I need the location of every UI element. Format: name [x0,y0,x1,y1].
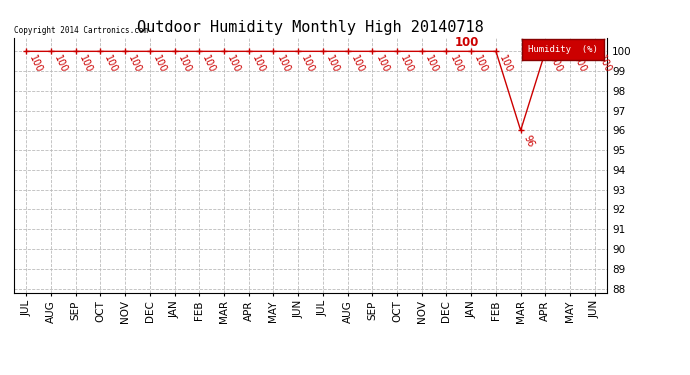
Text: 100: 100 [77,54,94,75]
Text: 100: 100 [454,36,479,49]
Text: 100: 100 [275,54,292,75]
Text: 100: 100 [201,54,217,75]
Text: 100: 100 [324,54,341,75]
Text: 100: 100 [473,54,489,75]
Text: 100: 100 [151,54,168,75]
Text: 100: 100 [250,54,267,75]
Text: 100: 100 [398,54,415,75]
Text: 100: 100 [101,54,119,75]
Text: 100: 100 [176,54,193,75]
Text: 100: 100 [497,54,514,75]
Text: 100: 100 [423,54,440,75]
Text: 100: 100 [596,54,613,75]
Text: 100: 100 [374,54,391,75]
Text: 100: 100 [52,54,69,75]
Text: 100: 100 [226,54,242,75]
Text: 100: 100 [571,54,589,75]
Text: 100: 100 [126,54,144,75]
Text: 100: 100 [349,54,366,75]
Text: Copyright 2014 Cartronics.com: Copyright 2014 Cartronics.com [14,26,148,35]
Text: 100: 100 [448,54,464,75]
Text: 100: 100 [299,54,316,75]
Text: 100: 100 [546,54,564,75]
Title: Outdoor Humidity Monthly High 20140718: Outdoor Humidity Monthly High 20140718 [137,20,484,35]
Text: 96: 96 [522,133,536,148]
Text: 100: 100 [28,54,44,75]
